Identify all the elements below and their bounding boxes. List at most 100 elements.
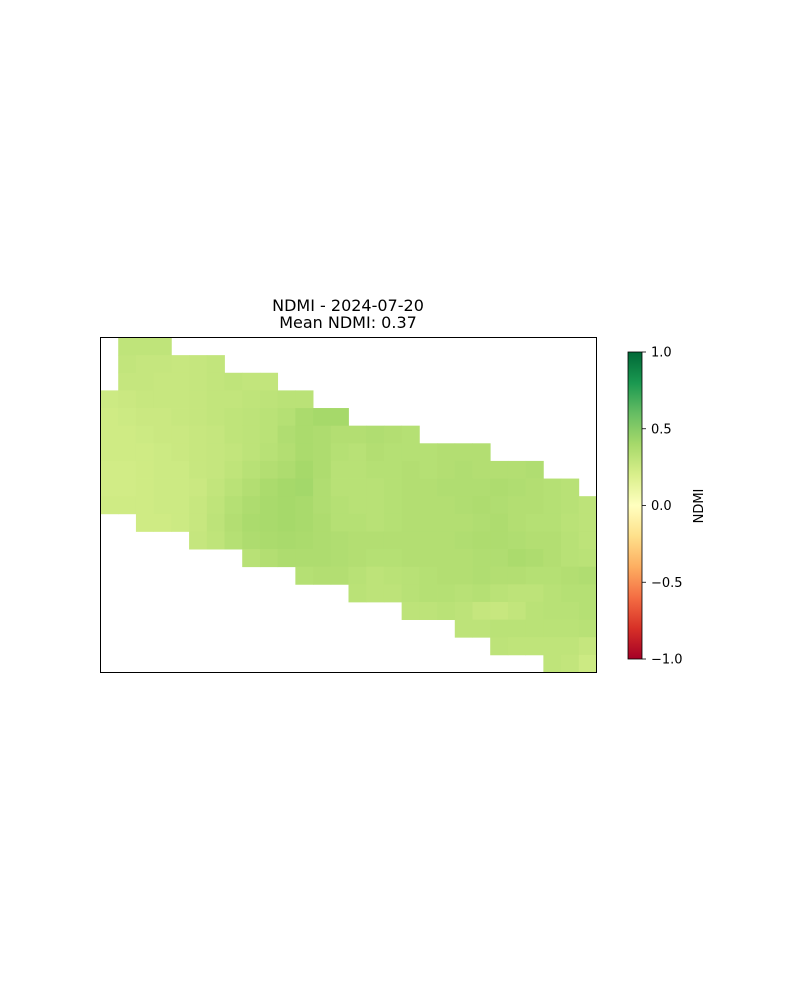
- heatmap-cell: [348, 443, 367, 462]
- heatmap-cell: [490, 637, 509, 656]
- heatmap-cell: [525, 601, 544, 620]
- heatmap-cell: [153, 337, 172, 356]
- heatmap-cell: [348, 425, 367, 444]
- heatmap-cell: [206, 478, 225, 497]
- heatmap-cell: [242, 513, 261, 532]
- heatmap-cell: [366, 496, 385, 515]
- heatmap-cell: [100, 496, 119, 515]
- heatmap-cell: [561, 496, 580, 515]
- heatmap-cell: [525, 619, 544, 638]
- heatmap-cell: [242, 425, 261, 444]
- heatmap-cell: [295, 390, 314, 409]
- heatmap-cell: [153, 496, 172, 515]
- heatmap-cell: [206, 372, 225, 391]
- heatmap-cell: [330, 513, 349, 532]
- heatmap-cell: [507, 601, 527, 620]
- heatmap-cell: [100, 443, 119, 462]
- heatmap-cell: [419, 601, 438, 620]
- heatmap-cell: [295, 496, 314, 515]
- colorbar-tick-label: 0.5: [651, 422, 672, 437]
- heatmap-cell: [472, 443, 491, 462]
- heatmap-cell: [206, 531, 225, 550]
- heatmap-cell: [313, 460, 332, 479]
- heatmap-cell: [383, 531, 403, 550]
- heatmap-cell: [454, 619, 473, 638]
- heatmap-cell: [419, 443, 438, 462]
- heatmap-cell: [171, 513, 190, 532]
- heatmap-cell: [206, 408, 225, 427]
- heatmap-cell: [295, 566, 314, 585]
- heatmap-cell: [543, 549, 562, 568]
- heatmap-cell: [490, 478, 509, 497]
- heatmap-cell: [313, 566, 332, 585]
- heatmap-cell: [578, 513, 597, 532]
- heatmap-cell: [242, 549, 261, 568]
- heatmap-cell: [578, 531, 597, 550]
- heatmap-cell: [135, 460, 155, 479]
- heatmap-cell: [259, 531, 279, 550]
- heatmap-cell: [171, 496, 190, 515]
- heatmap-cell: [507, 478, 527, 497]
- heatmap-cell: [366, 460, 385, 479]
- heatmap-cell: [100, 478, 119, 497]
- heatmap-cell: [118, 337, 137, 356]
- heatmap-cell: [472, 619, 491, 638]
- heatmap-cell: [543, 566, 562, 585]
- heatmap-cell: [419, 584, 438, 603]
- heatmap-cell: [330, 531, 349, 550]
- heatmap-cell: [206, 355, 225, 374]
- heatmap-cell: [472, 601, 491, 620]
- heatmap-cell: [490, 619, 509, 638]
- heatmap-cell: [401, 460, 420, 479]
- heatmap-cell: [277, 531, 296, 550]
- chart-title: NDMI - 2024-07-20: [272, 296, 424, 315]
- heatmap-cell: [366, 513, 385, 532]
- heatmap-cell: [578, 601, 597, 620]
- heatmap-cell: [525, 637, 544, 656]
- heatmap-cell: [135, 408, 155, 427]
- heatmap-cell: [348, 566, 367, 585]
- heatmap-cell: [224, 372, 243, 391]
- heatmap-cell: [366, 584, 385, 603]
- heatmap-cell: [419, 513, 438, 532]
- heatmap-cell: [561, 531, 580, 550]
- heatmap-cell: [259, 478, 279, 497]
- heatmap-cell: [171, 390, 190, 409]
- colorbar: 1.0 0.5 0.0 −0.5 −1.0 NDMI: [627, 346, 707, 668]
- colorbar-gradient: [628, 352, 642, 659]
- heatmap-cell: [206, 460, 225, 479]
- heatmap-cell: [277, 513, 296, 532]
- heatmap-cell: [437, 566, 456, 585]
- heatmap-cell: [543, 531, 562, 550]
- heatmap-cell: [313, 443, 332, 462]
- heatmap-cell: [153, 408, 172, 427]
- heatmap-cell: [330, 566, 349, 585]
- heatmap-cell: [171, 408, 190, 427]
- heatmap-cell: [189, 390, 208, 409]
- heatmap-cell: [330, 478, 349, 497]
- heatmap-cell: [118, 390, 137, 409]
- heatmap-cell: [543, 637, 562, 656]
- heatmap-cell: [507, 619, 527, 638]
- heatmap-cell: [259, 443, 279, 462]
- heatmap-cell: [242, 390, 261, 409]
- heatmap-cell: [118, 478, 137, 497]
- chart-subtitle: Mean NDMI: 0.37: [279, 313, 417, 332]
- heatmap-cell: [401, 513, 420, 532]
- heatmap-cell: [348, 496, 367, 515]
- heatmap-cell: [543, 654, 562, 673]
- heatmap-cell: [543, 478, 562, 497]
- heatmap-cell: [383, 513, 403, 532]
- heatmap-cell: [543, 619, 562, 638]
- heatmap-cell: [277, 460, 296, 479]
- heatmap-cell: [561, 619, 580, 638]
- heatmap-cell: [206, 425, 225, 444]
- colorbar-tick-label: −1.0: [651, 653, 683, 668]
- heatmap-cell: [578, 566, 597, 585]
- heatmap-cell: [153, 443, 172, 462]
- heatmap-cell: [472, 460, 491, 479]
- heatmap-cell: [171, 478, 190, 497]
- heatmap-cell: [153, 513, 172, 532]
- heatmap-cell: [313, 549, 332, 568]
- heatmap-cell: [348, 478, 367, 497]
